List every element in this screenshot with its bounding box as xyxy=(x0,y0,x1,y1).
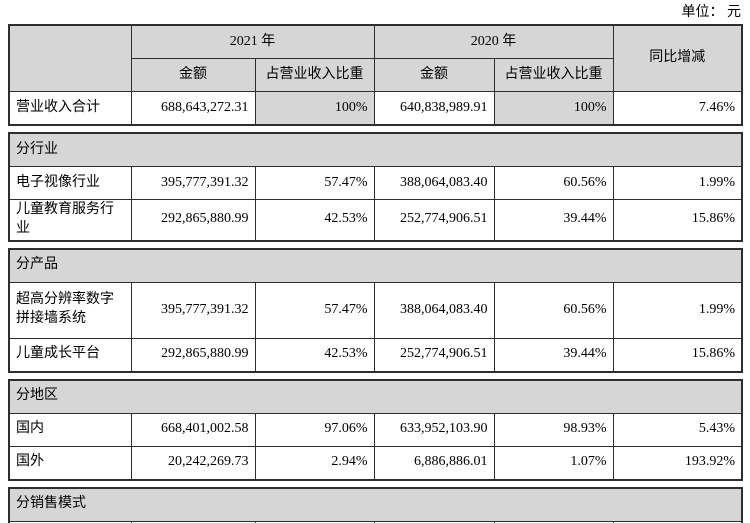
header-row-years: 2021 年 2020 年 同比增减 xyxy=(8,24,743,92)
yoy-cell: 193.92% xyxy=(612,445,743,481)
amount-cell-2021: 395,777,391.32 xyxy=(130,166,256,200)
section-title: 分产品 xyxy=(8,248,743,283)
percent-cell-2021: 42.53% xyxy=(254,337,375,373)
row-label: 国外 xyxy=(8,445,132,481)
amount-cell-2020: 252,774,906.51 xyxy=(373,337,495,373)
header-pct-2021: 占营业收入比重 xyxy=(254,58,375,92)
yoy-cell: 5.43% xyxy=(612,412,743,447)
section-table: 分行业 电子视像行业 395,777,391.32 57.47% 388,064,083… xyxy=(8,132,744,242)
percent-cell-2021: 42.53% xyxy=(254,198,375,242)
amount-cell-2021: 668,401,002.58 xyxy=(130,412,256,447)
table-row-total-revenue: 营业收入合计 688,643,272.31 100% 640,838,989.9… xyxy=(8,91,743,126)
section-title: 分行业 xyxy=(8,132,743,167)
row-label: 儿童成长平台 xyxy=(8,337,132,373)
percent-cell-2020: 1.07% xyxy=(493,445,614,481)
row-label: 国内 xyxy=(8,412,132,447)
table-row: 电子视像行业 395,777,391.32 57.47% 388,064,083.40… xyxy=(8,166,743,200)
percent-cell-2020: 39.44% xyxy=(493,198,614,242)
percent-cell-2020: 98.93% xyxy=(493,412,614,447)
row-label: 营业收入合计 xyxy=(8,91,132,126)
unit-label: 单位： 元 xyxy=(681,5,742,20)
yoy-cell: 1.99% xyxy=(612,166,743,200)
section-title-row: 分地区 xyxy=(8,379,743,414)
table-row: 儿童教育服务行业 292,865,880.99 42.53% 252,774,906.… xyxy=(8,198,743,242)
amount-cell-2020: 6,886,886.01 xyxy=(373,445,495,481)
section-table: 分地区 国内 668,401,002.58 97.06% 633,952,103.90 9… xyxy=(8,378,744,481)
percent-cell-2021: 57.47% xyxy=(254,281,375,339)
header-amount-2021: 金额 xyxy=(130,58,256,92)
yoy-cell: 15.86% xyxy=(612,198,743,242)
table-row: 儿童成长平台 292,865,880.99 42.53% 252,774,906.51… xyxy=(8,337,743,373)
percent-cell-2021: 97.06% xyxy=(254,412,375,447)
amount-cell-2020: 252,774,906.51 xyxy=(373,198,495,242)
percent-cell-2021: 2.94% xyxy=(254,445,375,481)
table-row: 直销440,160,781.9463.92%338,487,903.0052.8… xyxy=(8,520,743,523)
yoy-cell: 15.86% xyxy=(612,337,743,373)
section-tables-container: 分行业 电子视像行业 395,777,391.32 57.47% 388,064,083… xyxy=(8,132,750,523)
header-amount-2020: 金额 xyxy=(373,58,495,92)
row-label: 儿童教育服务行业 xyxy=(8,198,132,242)
yoy-cell: 1.99% xyxy=(612,281,743,339)
section-title-row: 分销售模式 xyxy=(8,487,743,522)
section-title-row: 分产品 xyxy=(8,248,743,283)
amount-cell-2021: 292,865,880.99 xyxy=(130,198,256,242)
amount-cell-2021: 20,242,269.73 xyxy=(130,445,256,481)
amount-cell-2021: 395,777,391.32 xyxy=(130,281,256,339)
header-pct-2020: 占营业收入比重 xyxy=(493,58,614,92)
percent-cell-2020: 39.44% xyxy=(493,337,614,373)
table-row: 国内 668,401,002.58 97.06% 633,952,103.90 98.9… xyxy=(8,412,743,447)
section-table: 分销售模式直销440,160,781.9463.92%338,487,903.0… xyxy=(8,486,743,523)
section-title: 分销售模式 xyxy=(8,487,743,522)
header-corner-cell xyxy=(8,24,132,92)
amount-cell-2020: 388,064,083.40 xyxy=(373,281,495,339)
amount-cell-2020: 388,064,083.40 xyxy=(373,166,495,200)
yoy-cell: 30.04% xyxy=(612,520,743,523)
amount-cell-2020: 640,838,989.91 xyxy=(373,91,495,126)
yoy-cell: 7.46% xyxy=(612,91,743,126)
percent-cell-2020: 60.56% xyxy=(493,166,614,200)
percent-cell-2021: 57.47% xyxy=(254,166,375,200)
percent-cell-2020: 60.56% xyxy=(493,281,614,339)
table-row: 国外 20,242,269.73 2.94% 6,886,886.01 1.07% 193… xyxy=(8,445,743,481)
table-row: 超高分辨率数字拼接墙系统 395,777,391.32 57.47% 388,064,… xyxy=(8,281,743,339)
header-year-2021: 2021 年 xyxy=(130,24,375,59)
percent-cell-2020: 100% xyxy=(493,91,614,126)
percent-cell-2021: 100% xyxy=(254,91,375,126)
section-title: 分地区 xyxy=(8,379,743,414)
header-yoy-label: 同比增减 xyxy=(612,24,743,92)
amount-cell-2021: 292,865,880.99 xyxy=(130,337,256,373)
amount-cell-2021: 688,643,272.31 xyxy=(130,91,256,126)
revenue-summary-header-block: 2021 年 2020 年 同比增减 金额 占营业收入比重 金额 占营业收入比重… xyxy=(8,24,743,126)
row-label: 电子视像行业 xyxy=(8,166,132,200)
amount-cell-2020: 633,952,103.90 xyxy=(373,412,495,447)
section-title-row: 分行业 xyxy=(8,132,743,167)
header-year-2020: 2020 年 xyxy=(373,24,614,59)
header-row-sub: 金额 占营业收入比重 金额 占营业收入比重 xyxy=(9,58,742,92)
row-label: 超高分辨率数字拼接墙系统 xyxy=(8,281,132,339)
section-table: 分产品 超高分辨率数字拼接墙系统 395,777,391.32 57.47% 388,0… xyxy=(8,247,744,373)
